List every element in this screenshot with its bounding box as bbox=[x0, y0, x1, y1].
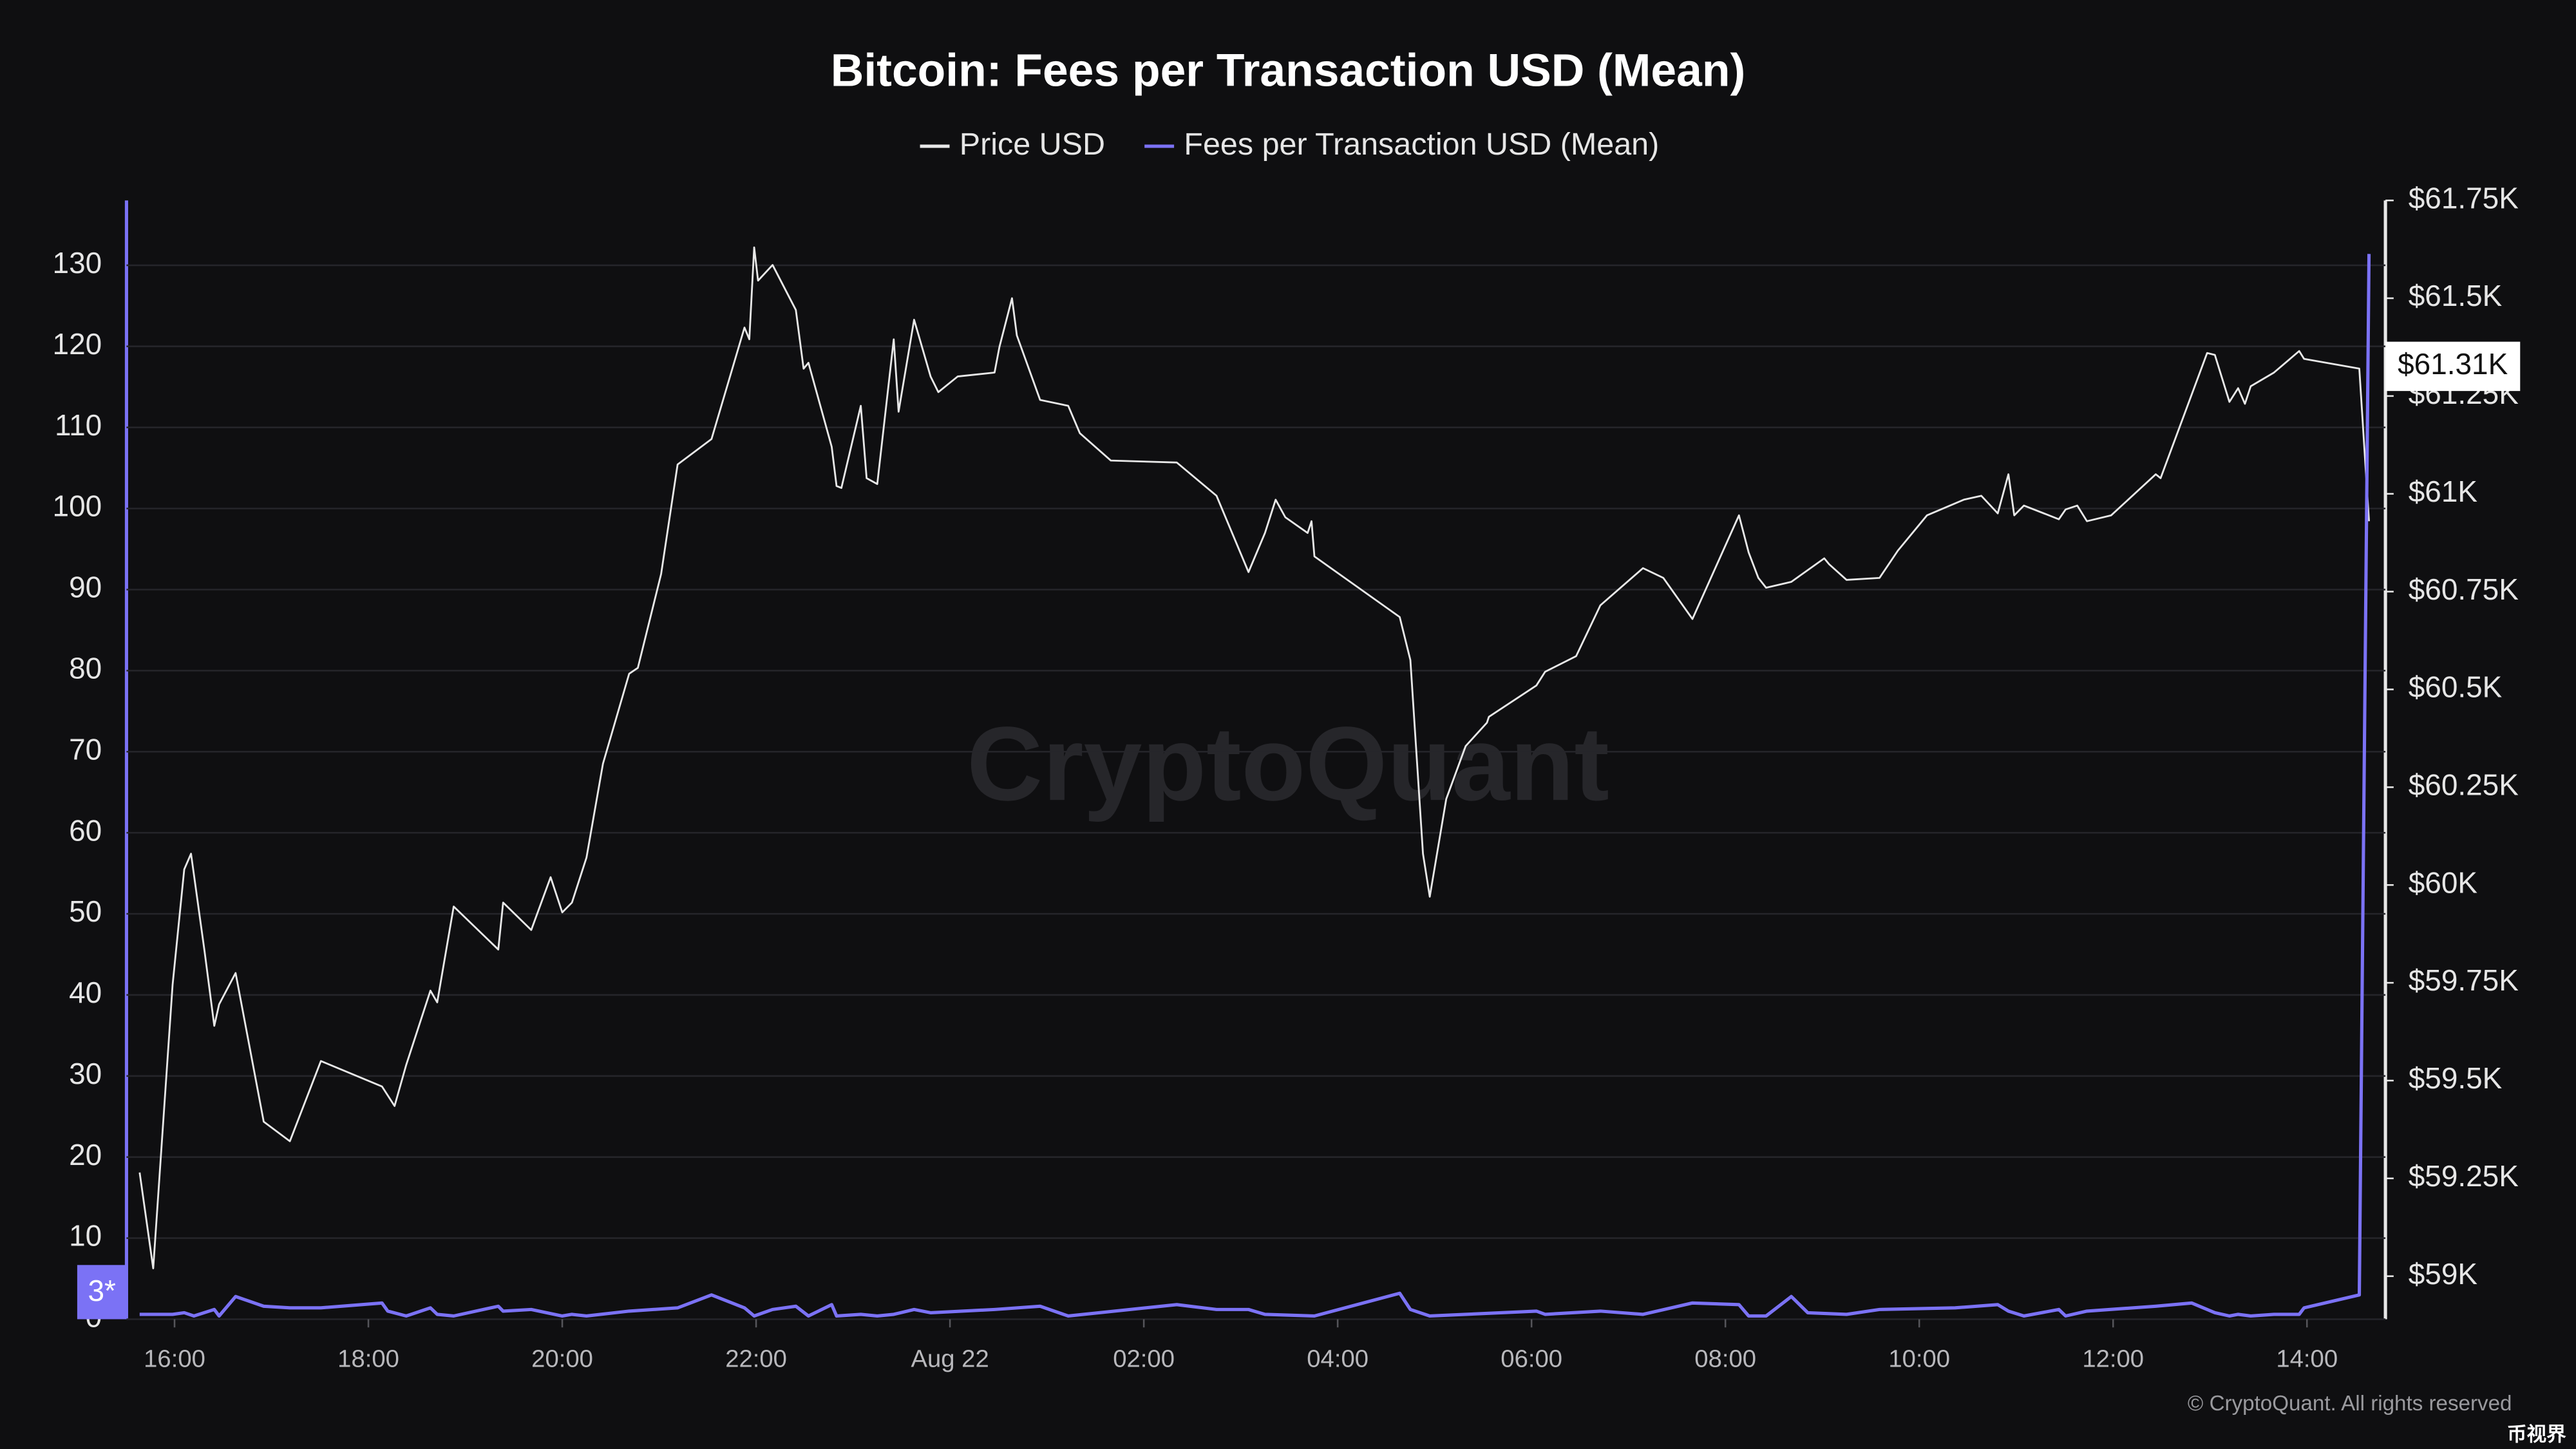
y-tick-label: 10 bbox=[69, 1219, 102, 1253]
x-tick-label: 22:00 bbox=[725, 1345, 787, 1372]
y2-tick-label: $61K bbox=[2409, 475, 2478, 508]
last-fee-box bbox=[77, 1265, 127, 1320]
y2-tick-label: $61.5K bbox=[2409, 279, 2503, 312]
x-tick-label: 08:00 bbox=[1694, 1345, 1756, 1372]
x-tick-label: 04:00 bbox=[1307, 1345, 1368, 1372]
series-line bbox=[139, 254, 2371, 1318]
y-tick-label: 30 bbox=[69, 1057, 102, 1090]
last-price-label: $61.31K bbox=[2398, 347, 2508, 381]
y-tick-label: 50 bbox=[69, 895, 102, 928]
y2-tick-label: $59.25K bbox=[2409, 1159, 2519, 1193]
y-tick-label: 60 bbox=[69, 813, 102, 847]
x-tick-label: 14:00 bbox=[2276, 1345, 2338, 1372]
x-tick-label: Aug 22 bbox=[911, 1345, 989, 1372]
y2-tick-label: $60.5K bbox=[2409, 670, 2503, 704]
legend-label: Price USD bbox=[960, 127, 1105, 162]
x-tick-label: 20:00 bbox=[531, 1345, 593, 1372]
legend: Price USD Fees per Transaction USD (Mean) bbox=[920, 127, 1659, 162]
x-tick-label: 12:00 bbox=[2082, 1345, 2144, 1372]
y-tick-label: 90 bbox=[69, 571, 102, 604]
x-tick-label: 16:00 bbox=[144, 1345, 205, 1372]
y2-tick-label: $60.75K bbox=[2409, 573, 2519, 606]
y-tick-label: 130 bbox=[53, 246, 102, 279]
x-tick-label: 10:00 bbox=[1888, 1345, 1950, 1372]
plot bbox=[138, 246, 2371, 1318]
watermark: CryptoQuant bbox=[967, 705, 1609, 822]
labels: 0102030405060708090100110120130$59K$59.2… bbox=[53, 127, 2521, 1372]
y-tick-label: 80 bbox=[69, 651, 102, 685]
y2-tick-label: $61.75K bbox=[2409, 181, 2519, 214]
y-tick-label: 40 bbox=[69, 976, 102, 1009]
y-tick-label: 70 bbox=[69, 732, 102, 766]
footer: © CryptoQuant. All rights reserved bbox=[2188, 1392, 2512, 1416]
y2-tick-label: $60K bbox=[2409, 866, 2478, 899]
x-tick-label: 02:00 bbox=[1113, 1345, 1175, 1372]
y-tick-label: 110 bbox=[55, 408, 102, 442]
grid bbox=[126, 199, 2394, 1328]
series-line bbox=[138, 246, 2370, 1269]
corner-label: 币视界 bbox=[2507, 1424, 2566, 1446]
last-price-box bbox=[2385, 341, 2521, 392]
chart-title: Bitcoin: Fees per Transaction USD (Mean) bbox=[831, 45, 1745, 97]
y2-tick-label: $60.25K bbox=[2409, 768, 2519, 801]
x-tick-label: 06:00 bbox=[1501, 1345, 1562, 1372]
legend-label: Fees per Transaction USD (Mean) bbox=[1184, 127, 1659, 162]
y2-tick-label: $59.75K bbox=[2409, 963, 2519, 997]
x-tick-label: 18:00 bbox=[337, 1345, 399, 1372]
y-tick-label: 100 bbox=[53, 489, 102, 523]
y-tick-label: 120 bbox=[53, 327, 102, 361]
y-tick-label: 20 bbox=[69, 1138, 102, 1171]
y2-tick-label: $59.5K bbox=[2409, 1061, 2503, 1095]
y2-tick-label: $59K bbox=[2409, 1257, 2478, 1291]
last-fee-label: 3* bbox=[88, 1274, 116, 1307]
